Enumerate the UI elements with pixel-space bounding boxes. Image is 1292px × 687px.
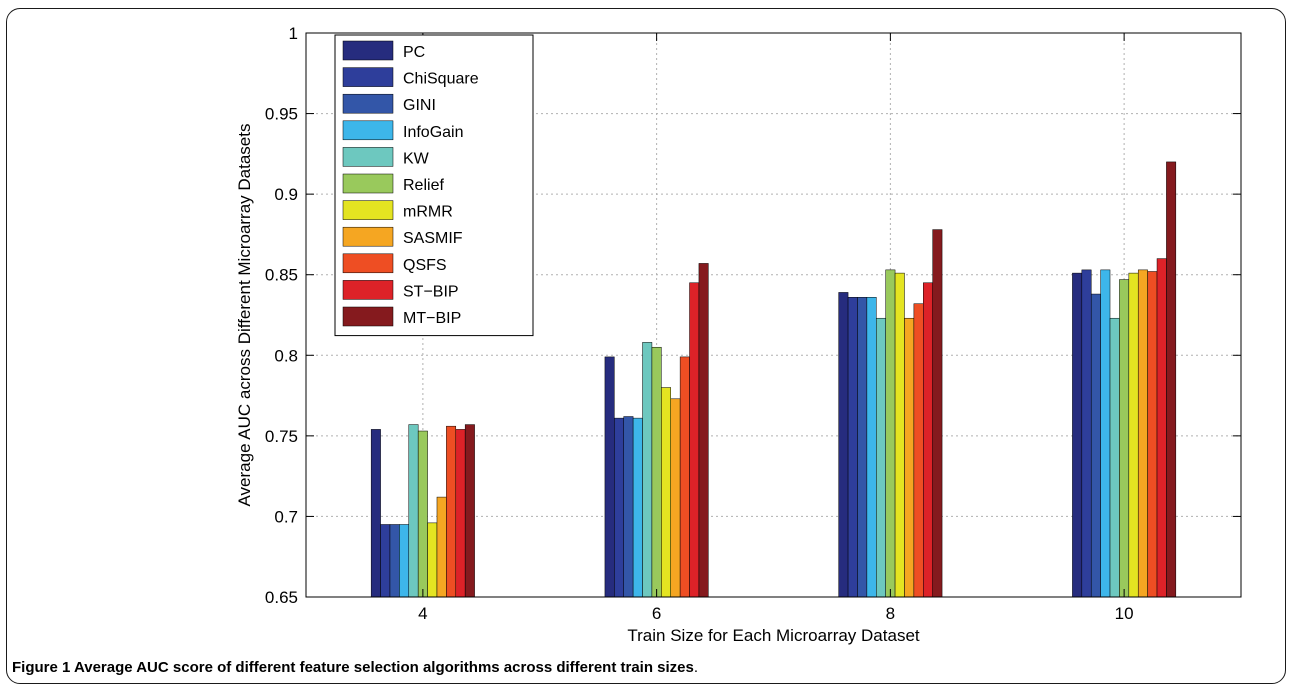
bar (1166, 161, 1177, 598)
legend-label: MT−BIP (403, 310, 461, 327)
bar (427, 522, 438, 598)
bar (1156, 258, 1167, 598)
bars (370, 161, 1177, 598)
bar (1109, 317, 1120, 598)
figure-frame (6, 8, 1286, 684)
x-tick-label: 10 (1115, 604, 1134, 623)
bar (904, 317, 915, 598)
y-tick-label: 0.95 (265, 105, 298, 124)
y-tick-label: 0.7 (274, 507, 298, 526)
bar (370, 429, 381, 598)
y-tick-label: 0.65 (265, 588, 298, 607)
bar (923, 282, 933, 598)
bar (913, 303, 924, 598)
y-axis-label: Average AUC across Different Microarray … (235, 124, 254, 507)
bar (670, 398, 681, 598)
caption-text: Average AUC score of different feature s… (70, 659, 694, 676)
legend-swatch (342, 120, 394, 141)
bar (838, 292, 849, 598)
legend-swatch (342, 147, 394, 167)
legend-swatch (342, 226, 394, 247)
bar (455, 429, 466, 598)
legend-label: QSFS (403, 257, 447, 274)
bar (661, 387, 671, 598)
legend-swatch (342, 93, 394, 114)
bar (642, 342, 653, 598)
bar (847, 297, 858, 598)
bar (446, 425, 457, 598)
bar (932, 229, 943, 598)
bar (623, 416, 634, 598)
legend-swatch (342, 306, 394, 327)
legend-swatch (342, 280, 394, 300)
figure-caption: Figure 1 Average AUC score of different … (12, 659, 698, 676)
bar (408, 424, 419, 598)
y-tick-label: 1 (289, 24, 298, 43)
bar (604, 356, 615, 598)
legend-label: InfoGain (403, 124, 463, 141)
legend-label: KW (403, 150, 430, 167)
legend-swatch (342, 253, 394, 274)
bar (464, 424, 475, 598)
bar (866, 297, 877, 598)
y-tick-label: 0.75 (265, 427, 298, 446)
bar (876, 317, 886, 598)
legend-label: ST−BIP (403, 283, 459, 300)
bar (436, 496, 447, 598)
bar (1090, 293, 1101, 598)
legend-label: SASMIF (403, 230, 463, 247)
bar (389, 524, 400, 598)
bar (1137, 269, 1148, 598)
x-axis-label: Train Size for Each Microarray Dataset (627, 626, 920, 645)
bar (679, 356, 690, 598)
legend-label: ChiSquare (403, 71, 479, 88)
caption-label: Figure 1 (12, 659, 71, 676)
x-tick-label: 8 (886, 604, 895, 623)
bar (894, 272, 905, 598)
legend-label: GINI (403, 97, 436, 114)
legend-swatch (342, 200, 394, 220)
bar (1072, 272, 1083, 598)
legend-swatch (342, 173, 394, 194)
caption-end: . (693, 659, 699, 676)
legend: PC ChiSquare GINI InfoGain KW Relief mRMR SASMI… (334, 34, 534, 337)
legend-label: Relief (403, 177, 444, 194)
y-tick-label: 0.85 (265, 266, 298, 285)
bar (614, 417, 624, 598)
plot-area (305, 32, 1242, 598)
bar (632, 417, 643, 598)
bar (857, 297, 868, 598)
y-tick-label: 0.8 (274, 346, 298, 365)
y-tick-label: 0.9 (274, 185, 298, 204)
x-tick-label: 4 (418, 604, 427, 623)
legend-label: mRMR (403, 204, 453, 221)
bar (417, 430, 428, 598)
bar (1081, 269, 1092, 598)
bar (689, 282, 700, 598)
axis-ticks: 0.65 0.7 0.75 0.8 0.85 0.9 0.95 1 4 6 8 10 (265, 24, 1241, 623)
bar (1100, 269, 1111, 598)
bar (651, 346, 662, 598)
bar (698, 263, 709, 598)
x-tick-label: 6 (652, 604, 661, 623)
bar (1128, 272, 1139, 598)
bar (380, 524, 391, 598)
bar (1147, 271, 1158, 598)
legend-swatch (342, 67, 394, 87)
bar (399, 524, 410, 598)
bar (1119, 279, 1130, 598)
legend-swatch (342, 40, 394, 61)
bar (885, 269, 896, 598)
legend-label: PC (403, 44, 425, 61)
